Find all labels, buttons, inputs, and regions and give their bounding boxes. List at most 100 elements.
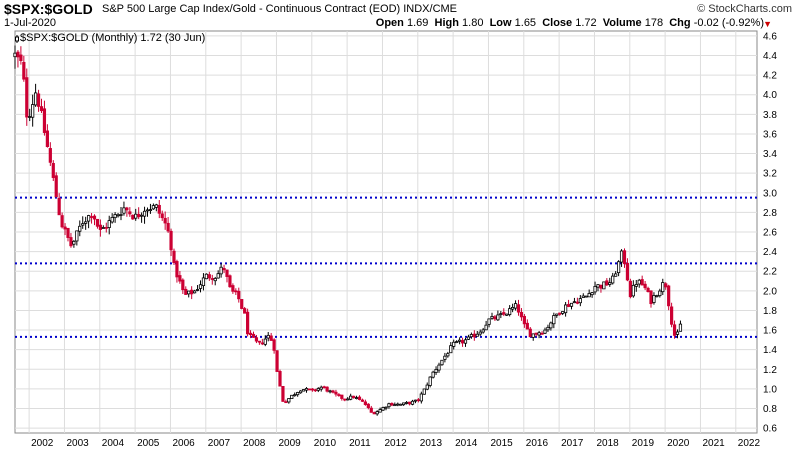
candle-body — [260, 342, 264, 345]
candle-body — [596, 284, 600, 288]
candle-body — [204, 273, 208, 280]
candle-body — [472, 333, 476, 338]
candle-body — [272, 339, 276, 351]
candle-body — [157, 204, 161, 214]
candle-body — [493, 316, 497, 320]
candle-body — [254, 337, 259, 342]
x-tick-label: 2009 — [278, 438, 301, 449]
candle-body — [372, 412, 376, 415]
candle-body — [346, 398, 350, 401]
candle-body — [664, 283, 668, 288]
y-tick-label: 1.2 — [763, 365, 777, 376]
candle-body — [325, 386, 329, 392]
candle-body — [590, 292, 594, 296]
candle-body — [290, 394, 294, 400]
brand-label[interactable]: © StockCharts.com — [697, 3, 792, 15]
candle-body — [675, 331, 680, 335]
candle-body — [22, 61, 26, 80]
y-tick-label: 1.8 — [763, 306, 777, 317]
candle-body — [555, 313, 559, 316]
candle-body — [513, 303, 518, 309]
candle-body — [463, 339, 468, 344]
candle-body — [614, 273, 618, 277]
candle-body — [98, 224, 102, 230]
candle-body — [511, 306, 515, 310]
candle-body — [587, 293, 591, 298]
candle-body — [446, 353, 450, 357]
candle-body — [243, 308, 247, 314]
candle-body — [166, 222, 170, 232]
candle-body — [251, 333, 256, 338]
candle-body — [39, 106, 44, 112]
candle-body — [478, 331, 482, 335]
candle-body — [92, 215, 97, 220]
candle-body — [257, 340, 261, 343]
candle-body — [431, 371, 435, 378]
candle-body — [381, 407, 385, 411]
candle-body — [278, 371, 282, 387]
candle-body — [487, 318, 491, 325]
candle-body — [546, 326, 550, 331]
candle-body — [475, 333, 479, 337]
candle-body — [390, 402, 394, 406]
candle-body — [304, 388, 309, 391]
candle-body — [54, 175, 58, 198]
candle-body — [625, 262, 630, 281]
candle-body — [569, 302, 574, 307]
candle-body — [622, 250, 627, 265]
candle-body — [116, 214, 120, 217]
candle-body — [301, 389, 306, 392]
candle-body — [537, 332, 541, 336]
candle-body — [499, 313, 503, 316]
candle-body — [137, 213, 141, 218]
candle-body — [534, 332, 538, 335]
y-tick-label: 3.6 — [763, 129, 777, 140]
candle-body — [319, 386, 323, 390]
candle-body — [181, 279, 185, 291]
candle-body — [110, 217, 114, 223]
candle-body — [540, 332, 544, 335]
candle-body — [284, 401, 288, 404]
candle-body — [531, 333, 535, 338]
candle-body — [396, 403, 400, 406]
candle-body — [649, 290, 653, 305]
candle-body — [575, 301, 579, 304]
ohlc-readout: Open 1.69 High 1.80 Low 1.65 Close 1.72 … — [375, 17, 764, 29]
candle-body — [387, 403, 391, 408]
candle-body — [45, 130, 49, 147]
candle-body — [584, 295, 588, 298]
candle-body — [275, 350, 279, 372]
candle-body — [48, 148, 52, 163]
candle-body — [34, 92, 38, 106]
candle-body — [455, 341, 459, 344]
x-tick-label: 2015 — [490, 438, 513, 449]
candle-body — [496, 314, 500, 321]
candle-body — [637, 279, 641, 285]
x-tick-label: 2011 — [349, 438, 371, 449]
candle-body — [240, 299, 244, 309]
candle-body — [564, 304, 568, 314]
y-tick-label: 4.4 — [763, 51, 777, 62]
y-tick-label: 3.2 — [763, 169, 777, 180]
candle-body — [484, 324, 488, 331]
candle-body — [63, 226, 67, 230]
candle-series[interactable] — [13, 45, 683, 416]
candle-body — [593, 286, 597, 293]
candle-body — [405, 402, 409, 404]
candle-body — [481, 329, 485, 333]
candle-body — [293, 394, 297, 397]
candle-body — [522, 315, 526, 325]
candle-body — [602, 281, 606, 290]
candle-body — [207, 274, 211, 279]
x-tick-label: 2005 — [137, 438, 160, 449]
candle-body — [572, 301, 577, 304]
candle-body — [148, 209, 153, 211]
candle-body — [60, 215, 64, 228]
y-tick-label: 4.6 — [763, 31, 777, 42]
candle-body — [219, 266, 223, 275]
candle-body — [631, 284, 635, 297]
y-tick-label: 2.2 — [763, 267, 777, 278]
candle-body — [228, 275, 232, 288]
candle-body — [107, 220, 111, 228]
